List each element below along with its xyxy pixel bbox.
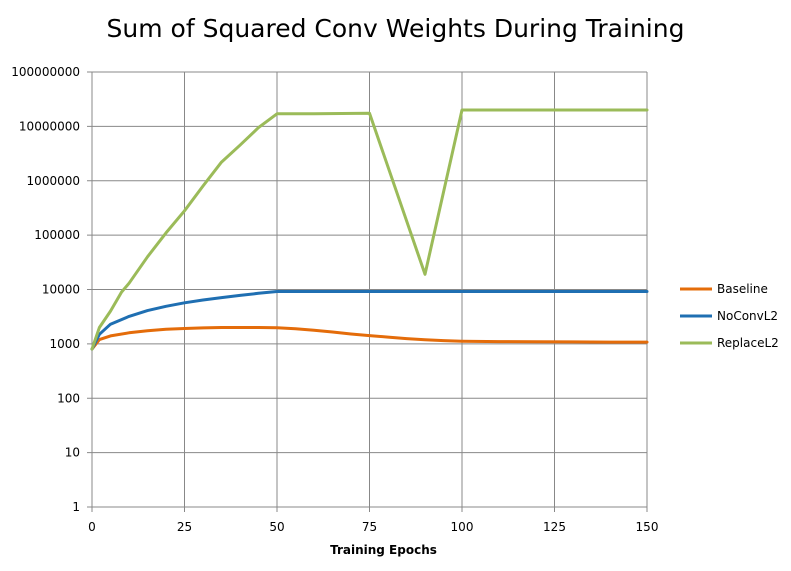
y-tick-label: 1: [72, 500, 80, 514]
y-tick-label: 10: [65, 446, 80, 460]
x-tick-label: 75: [362, 520, 377, 534]
y-tick-label: 1000000: [27, 174, 80, 188]
grid-lines: [91, 71, 648, 508]
legend: Baseline NoConvL2 ReplaceL2: [680, 282, 779, 350]
y-tick-label: 10000000: [19, 119, 80, 133]
x-axis-title: Training Epochs: [330, 543, 437, 557]
x-tick-label: 100: [451, 520, 474, 534]
legend-label-replacel2: ReplaceL2: [717, 336, 779, 350]
y-tick-label: 100: [57, 391, 80, 405]
y-tick-labels: 1 10 100 1000 10000 100000 1000000 10000000 1000…: [11, 65, 80, 514]
axes: [87, 71, 648, 512]
x-tick-label: 50: [269, 520, 284, 534]
y-tick-label: 100000000: [11, 65, 80, 79]
series-line-baseline: [90, 326, 649, 351]
x-tick-labels: 0 25 50 75 100 125 150: [88, 520, 658, 534]
legend-label-baseline: Baseline: [717, 282, 768, 296]
x-tick-label: 0: [88, 520, 96, 534]
y-tick-label: 10000: [42, 283, 80, 297]
chart-title: Sum of Squared Conv Weights During Train…: [106, 14, 685, 43]
x-tick-label: 25: [177, 520, 192, 534]
series-line-noconvl2: [90, 290, 649, 351]
legend-label-noconvl2: NoConvL2: [717, 309, 778, 323]
x-tick-label: 125: [543, 520, 566, 534]
series-line-replacel2: [90, 108, 649, 351]
y-tick-label: 100000: [34, 228, 80, 242]
series-lines: [90, 108, 649, 351]
y-tick-label: 1000: [49, 337, 80, 351]
x-tick-label: 150: [636, 520, 659, 534]
